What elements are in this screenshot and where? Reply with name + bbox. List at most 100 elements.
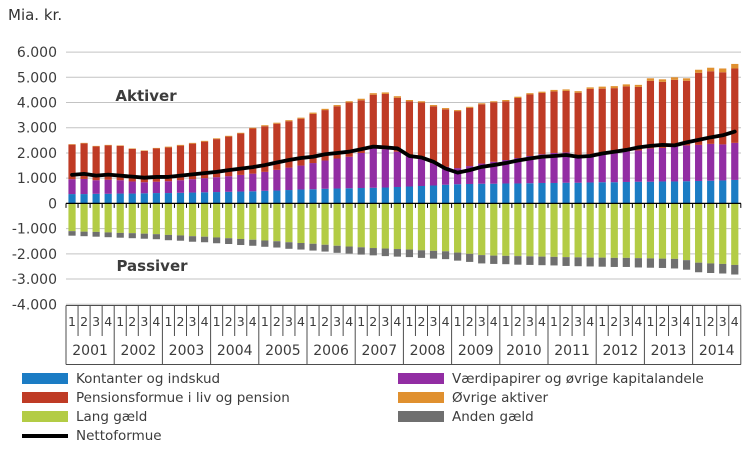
- legend-item-anden-gaeld: Anden gæld: [398, 407, 704, 426]
- bar-segment: [369, 203, 377, 249]
- year-label: 2012: [602, 343, 638, 359]
- bar-segment: [345, 101, 353, 103]
- bar-segment: [225, 135, 233, 137]
- bar-segment: [104, 193, 112, 204]
- bar-segment: [429, 163, 438, 186]
- bar-segment: [116, 145, 124, 181]
- legend-item-pensionsformue: Pensionsformue i liv og pension: [22, 388, 290, 407]
- bar-segment: [658, 79, 667, 82]
- bar-segment: [574, 155, 582, 183]
- bar-segment: [333, 188, 341, 204]
- bar-segment: [140, 182, 148, 194]
- bar-segment: [200, 192, 209, 204]
- bar-segment: [622, 151, 630, 182]
- bar-segment: [574, 182, 582, 204]
- bar-segment: [321, 244, 329, 252]
- bar-segment: [285, 190, 293, 204]
- quarter-label: 4: [201, 314, 209, 329]
- bar-segment: [429, 250, 438, 259]
- bar-segment: [574, 91, 582, 93]
- bar-segment: [333, 106, 341, 159]
- bar-segment: [586, 182, 594, 204]
- bar-segment: [538, 203, 546, 257]
- bar-segment: [393, 249, 401, 257]
- bar-segment: [490, 101, 498, 103]
- bar-segment: [670, 77, 679, 80]
- bar-segment: [478, 183, 486, 204]
- bar-segment: [574, 92, 582, 156]
- quarter-label: 1: [502, 314, 510, 329]
- bar-segment: [658, 203, 667, 259]
- quarter-label: 1: [164, 314, 172, 329]
- bar-segment: [176, 144, 185, 146]
- year-label: 2001: [72, 343, 108, 359]
- bar-segment: [719, 180, 727, 204]
- quarter-label: 2: [273, 314, 281, 329]
- bar-segment: [526, 155, 534, 184]
- stacked-bar-chart: 6.000 5.000 4.000 3.000 2.000 1.000 0 -1.000 -2.…: [12, 45, 742, 365]
- bar-segment: [514, 97, 522, 159]
- bar-segment: [321, 203, 329, 245]
- bar-segment: [213, 138, 221, 140]
- bar-segment: [682, 80, 691, 146]
- bar-segment: [646, 148, 655, 182]
- bar-segment: [369, 187, 377, 204]
- bar-segment: [610, 152, 618, 183]
- bar-segment: [92, 145, 100, 147]
- bar-segment: [225, 203, 233, 239]
- bar-segment: [670, 203, 679, 259]
- bar-segment: [466, 107, 474, 167]
- y-tick-label: 1.000: [17, 171, 57, 187]
- bar-segment: [478, 163, 486, 184]
- bar-segment: [514, 256, 522, 265]
- quarter-label: 3: [526, 314, 534, 329]
- bar-segment: [128, 233, 136, 239]
- bar-segment: [586, 154, 594, 183]
- bar-segment: [695, 69, 703, 73]
- bar-segment: [261, 240, 269, 247]
- quarter-label: 1: [116, 314, 124, 329]
- bar-segment: [502, 101, 510, 161]
- bar-segment: [309, 113, 317, 164]
- anden-gaeld-swatch-icon: [398, 411, 444, 422]
- legend-item-kontanter: Kontanter og indskud: [22, 369, 290, 388]
- bar-segment: [273, 241, 281, 248]
- bar-segment: [200, 140, 209, 142]
- bar-segment: [610, 88, 618, 153]
- bar-segment: [285, 120, 293, 122]
- y-tick-label: 0: [48, 196, 57, 212]
- bar-segment: [417, 185, 426, 204]
- bar-segment: [68, 179, 76, 195]
- quarter-label: 2: [369, 314, 377, 329]
- bar-segment: [176, 235, 185, 241]
- bar-segment: [490, 255, 498, 264]
- bar-segment: [598, 182, 606, 204]
- legend-label: Nettoformue: [76, 427, 162, 444]
- legend-label: Lang gæld: [76, 408, 148, 425]
- bar-segment: [526, 93, 534, 95]
- bar-segment: [550, 256, 558, 266]
- bar-segment: [357, 98, 365, 101]
- year-label: 2002: [120, 343, 156, 359]
- bar-segment: [285, 203, 293, 243]
- bar-segment: [719, 144, 727, 181]
- bar-segment: [333, 203, 341, 246]
- bar-segment: [562, 90, 570, 153]
- bar-segment: [598, 88, 606, 153]
- quarter-label: 4: [490, 314, 498, 329]
- quarter-label: 1: [213, 314, 221, 329]
- y-tick-label: -2.000: [12, 247, 57, 263]
- quarter-label: 2: [562, 314, 570, 329]
- quarter-label: 2: [417, 314, 425, 329]
- bar-segment: [622, 257, 630, 267]
- bar-segment: [707, 180, 715, 204]
- bar-segment: [646, 258, 655, 268]
- bar-segment: [285, 242, 293, 249]
- bar-segment: [441, 251, 450, 260]
- bar-segment: [514, 158, 522, 184]
- bar-segment: [429, 105, 438, 107]
- quarter-label: 1: [309, 314, 317, 329]
- bar-segment: [634, 181, 642, 204]
- bar-segment: [237, 203, 245, 239]
